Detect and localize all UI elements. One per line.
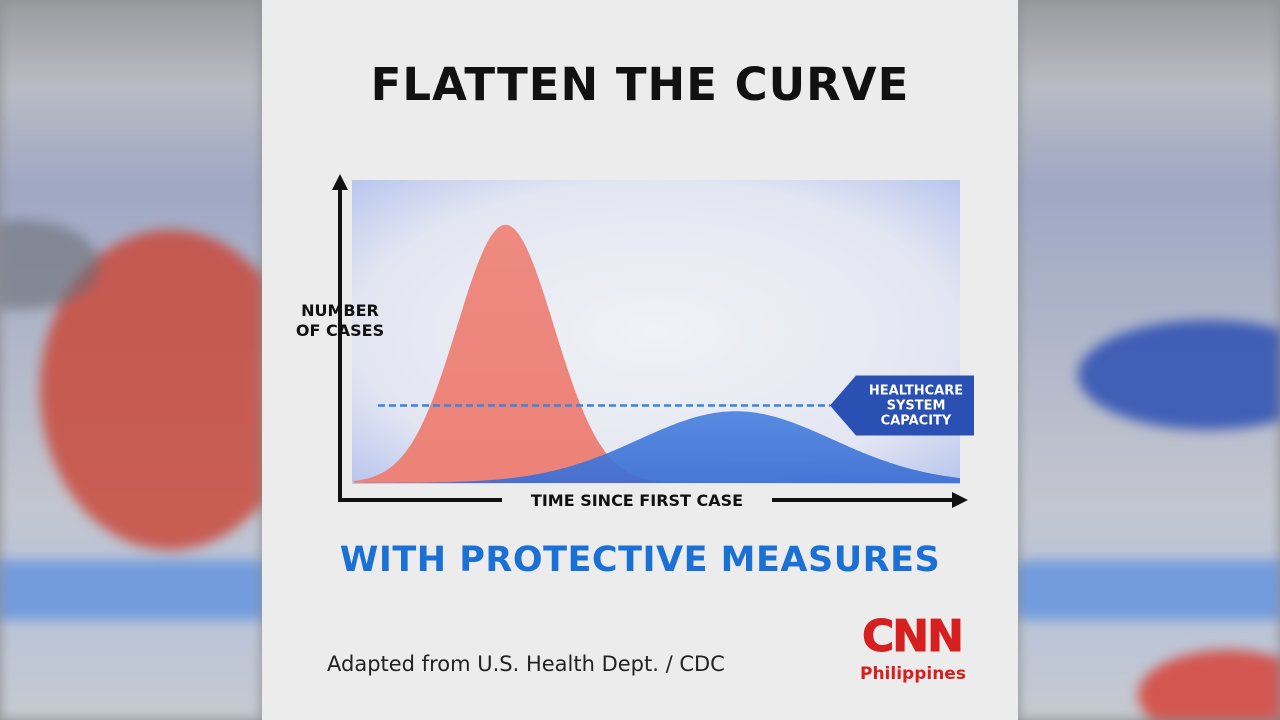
cnn-logo-text: CNN [862, 611, 965, 662]
y-axis-arrow [332, 174, 348, 190]
mitigated-curve [354, 411, 960, 483]
cnn-logo-subtext: Philippines [860, 664, 966, 684]
blurred-background-right [1018, 0, 1280, 720]
chart-title: FLATTEN THE CURVE [370, 58, 910, 111]
unmitigated-curve [354, 224, 960, 483]
source-credit: Adapted from U.S. Health Dept. / CDC [327, 652, 725, 676]
x-axis-label: TIME SINCE FIRST CASE [531, 491, 743, 510]
cnn-philippines-logo: CNN Philippines [860, 611, 966, 684]
capacity-label-line-2: SYSTEM [887, 399, 946, 414]
capacity-label: HEALTHCARE SYSTEM CAPACITY [830, 375, 974, 436]
chart-subtitle: WITH PROTECTIVE MEASURES [339, 540, 941, 580]
x-axis-arrow [952, 492, 968, 508]
flatten-curve-chart: HEALTHCARE SYSTEM CAPACITY TIME SINCE FI… [296, 174, 974, 510]
capacity-label-line-1: HEALTHCARE [869, 384, 963, 399]
y-axis-label-line-1: NUMBER [301, 301, 379, 320]
capacity-label-line-3: CAPACITY [881, 414, 952, 429]
blurred-background-left [0, 0, 262, 720]
y-axis-label-line-2: OF CASES [296, 321, 384, 340]
infographic-panel: FLATTEN THE CURVE HEALTHCARE SYSTEM [262, 0, 1018, 720]
